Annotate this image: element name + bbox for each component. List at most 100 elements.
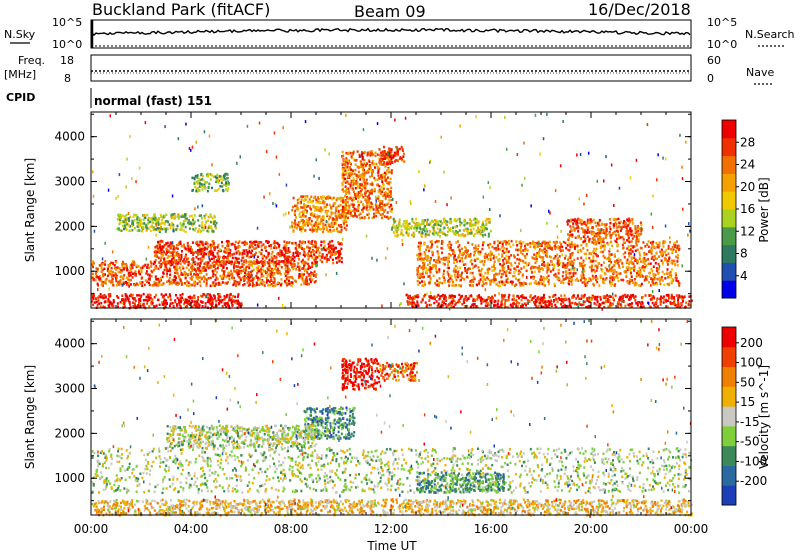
heatmap-cell: [205, 273, 208, 276]
heatmap-cell: [585, 224, 588, 227]
heatmap-cell: [231, 277, 234, 280]
heatmap-cell: [469, 252, 472, 256]
heatmap-cell: [344, 195, 346, 198]
heatmap-cell: [599, 276, 602, 280]
heatmap-cell: [248, 273, 251, 276]
heatmap-cell: [453, 267, 456, 270]
heatmap-cell: [116, 266, 119, 269]
heatmap-cell: [377, 211, 380, 215]
heatmap-cell: [506, 277, 509, 281]
heatmap-cell: [542, 263, 545, 266]
heatmap-cell: [323, 244, 326, 248]
heatmap-cell: [673, 244, 676, 247]
heatmap-cell: [196, 240, 199, 244]
heatmap-cell: [191, 300, 194, 303]
heatmap-cell: [223, 255, 226, 258]
heatmap-cell: [288, 279, 290, 282]
heatmap-cell: [167, 245, 170, 248]
heatmap-cell: [367, 216, 370, 220]
heatmap-cell: [389, 161, 392, 164]
heatmap-cell: [260, 248, 263, 252]
heatmap-cell: [169, 242, 172, 245]
heatmap-cell: [302, 240, 305, 243]
heatmap-cell: [170, 251, 173, 254]
heatmap-cell: [371, 183, 374, 186]
heatmap-cell: [377, 210, 380, 213]
heatmap-cell: [551, 248, 554, 251]
heatmap-cell: [93, 301, 96, 304]
heatmap-cell: [110, 273, 113, 277]
heatmap-cell: [576, 249, 579, 252]
heatmap-cell: [349, 161, 352, 165]
heatmap-cell: [148, 283, 151, 287]
heatmap-cell: [220, 264, 223, 267]
heatmap-cell: [112, 274, 115, 277]
heatmap-cell: [295, 247, 298, 251]
heatmap-cell: [159, 213, 162, 217]
heatmap-cell: [395, 150, 398, 153]
heatmap-cell: [253, 241, 256, 245]
heatmap-cell: [126, 267, 128, 270]
heatmap-cell: [253, 262, 256, 265]
heatmap-cell: [384, 157, 387, 160]
heatmap-cell: [137, 225, 140, 229]
heatmap-cell: [235, 265, 238, 268]
heatmap-cell: [466, 275, 468, 279]
heatmap-cell: [109, 302, 112, 305]
heatmap-cell: [505, 241, 508, 244]
heatmap-cell: [314, 228, 316, 232]
heatmap-cell: [389, 195, 392, 198]
heatmap-cell: [133, 283, 136, 287]
heatmap-cell: [148, 221, 151, 224]
heatmap-cell: [257, 267, 260, 270]
heatmap-cell: [288, 255, 291, 259]
heatmap-cell: [164, 263, 167, 266]
heatmap-cell: [289, 263, 292, 266]
heatmap-cell: [316, 221, 319, 224]
heatmap-cell: [469, 260, 472, 263]
heatmap-cell: [315, 208, 318, 212]
heatmap-cell: [530, 276, 532, 279]
heatmap-cell: [206, 265, 209, 269]
heatmap-cell: [120, 282, 123, 285]
heatmap-cell: [243, 282, 246, 286]
heatmap-cell: [379, 200, 382, 203]
heatmap-cell: [367, 158, 370, 162]
heatmap-cell: [571, 235, 574, 238]
heatmap-cell: [629, 252, 632, 255]
heatmap-cell: [156, 255, 159, 258]
heatmap-cell: [104, 296, 107, 299]
heatmap-cell: [428, 268, 431, 272]
heatmap-cell: [616, 276, 619, 279]
heatmap-cell: [381, 159, 384, 163]
heatmap-cell: [636, 248, 639, 252]
heatmap-cell: [541, 263, 543, 266]
heatmap-cell: [237, 246, 240, 249]
heatmap-cell: [435, 269, 438, 272]
heatmap-cell: [141, 284, 144, 287]
heatmap-cell: [374, 154, 377, 158]
heatmap-cell: [261, 257, 264, 260]
heatmap-cell: [309, 275, 312, 278]
heatmap-cell: [209, 284, 212, 288]
heatmap-cell: [306, 222, 309, 225]
heatmap-cell: [595, 269, 598, 272]
heatmap-cell: [167, 296, 170, 299]
heatmap-cell: [340, 230, 342, 234]
heatmap-cell: [622, 241, 625, 244]
heatmap-cell: [175, 243, 178, 247]
heatmap-cell: [533, 242, 536, 246]
heatmap-cell: [646, 278, 649, 281]
heatmap-cell: [136, 217, 139, 221]
heatmap-cell: [147, 281, 150, 284]
heatmap-cell: [222, 257, 225, 260]
heatmap-cell: [128, 229, 131, 232]
heatmap-cell: [519, 270, 522, 274]
heatmap-cell: [458, 251, 461, 255]
heatmap-cell: [121, 269, 124, 272]
heatmap-cell: [371, 192, 373, 195]
heatmap-cell: [312, 244, 315, 247]
heatmap-cell: [437, 280, 440, 284]
heatmap-cell: [623, 256, 626, 259]
heatmap-cell: [534, 265, 537, 269]
